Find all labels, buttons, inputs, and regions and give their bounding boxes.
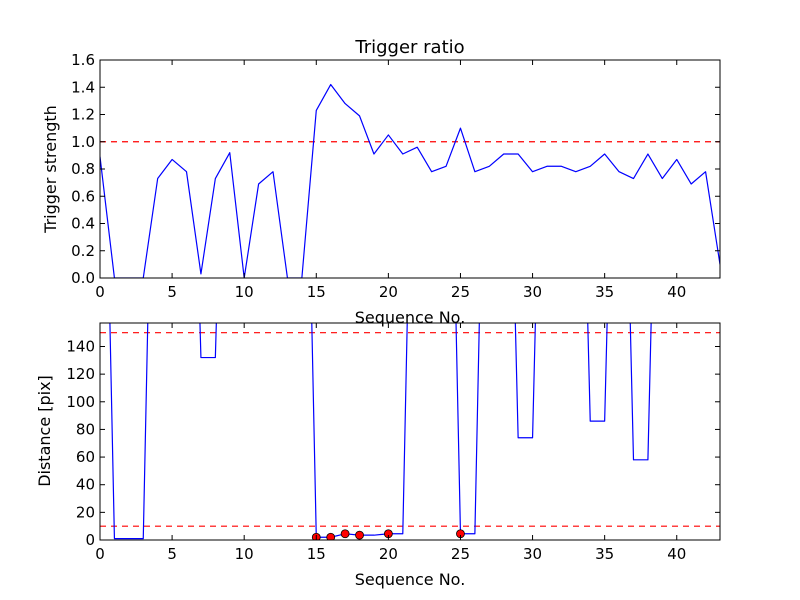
x-tick-label: 20: [379, 545, 398, 563]
y-tick-label: 40: [76, 476, 95, 494]
series-line: [100, 83, 720, 278]
y-tick-label: 140: [66, 337, 95, 355]
y-tick-label: 20: [76, 503, 95, 521]
x-tick-label: 25: [451, 283, 470, 301]
x-tick-label: 25: [451, 545, 470, 563]
y-axis-label: Trigger strength: [41, 105, 60, 234]
x-tick-label: 0: [95, 283, 105, 301]
y-tick-label: 0.6: [71, 187, 95, 205]
y-tick-label: 100: [66, 393, 95, 411]
x-tick-label: 30: [523, 545, 542, 563]
trigger-ratio-plot-area: [100, 83, 720, 278]
trigger-ratio-ticks: 0 5 10 15 20 25 30 35 40 0.0 0.2 0.4 0.6 0.8 1.0 1.2 1.4…: [71, 51, 720, 301]
x-axis-label: Sequence No.: [355, 308, 466, 327]
x-tick-label: 20: [379, 283, 398, 301]
distance-ticks: 0 5 10 15 20 25 30 35 40 0 20 40 60 80 100 120 140: [66, 323, 720, 563]
y-tick-label: 0.0: [71, 269, 95, 287]
y-tick-label: 1.6: [71, 51, 95, 69]
data-point-marker: [326, 532, 336, 540]
distance-chart: 0 5 10 15 20 25 30 35 40 0 20 40 60 80 100 120 140 Seque…: [35, 322, 721, 589]
trigger-ratio-chart: Trigger ratio 0 5 10 15 20 25 30 35 400.00.20.40…: [41, 37, 721, 327]
x-tick-label: 0: [95, 545, 105, 563]
x-tick-label: 35: [595, 545, 614, 563]
y-tick-label: 60: [76, 448, 95, 466]
series-line: [109, 323, 652, 540]
y-tick-label: 0.8: [71, 160, 95, 178]
x-tick-label: 30: [523, 283, 542, 301]
x-axis-label: Sequence No.: [355, 570, 466, 589]
distance-plot-area: [100, 323, 720, 540]
x-tick-label: 40: [667, 283, 686, 301]
x-tick-label: 5: [167, 545, 177, 563]
x-tick-label: 35: [595, 283, 614, 301]
y-axis-label: Distance [pix]: [35, 375, 54, 487]
x-tick-label: 10: [235, 283, 254, 301]
y-tick-label: 0.4: [71, 215, 95, 233]
x-tick-label: 10: [235, 545, 254, 563]
y-tick-label: 0: [85, 531, 95, 549]
x-tick-label: 5: [167, 283, 177, 301]
y-tick-label: 1.0: [71, 133, 95, 151]
x-tick-label: 15: [307, 545, 326, 563]
y-tick-label: 120: [66, 365, 95, 383]
x-tick-label: 40: [667, 545, 686, 563]
y-tick-label: 1.4: [71, 78, 95, 96]
chart-title: Trigger ratio: [354, 37, 464, 58]
y-tick-label: 0.2: [71, 242, 95, 260]
data-point-marker: [340, 529, 350, 539]
data-point-marker: [355, 530, 364, 540]
distance-axes-frame: [99, 322, 721, 541]
y-tick-label: 1.2: [71, 106, 95, 124]
x-tick-label: 15: [307, 283, 326, 301]
y-tick-label: 80: [76, 420, 95, 438]
